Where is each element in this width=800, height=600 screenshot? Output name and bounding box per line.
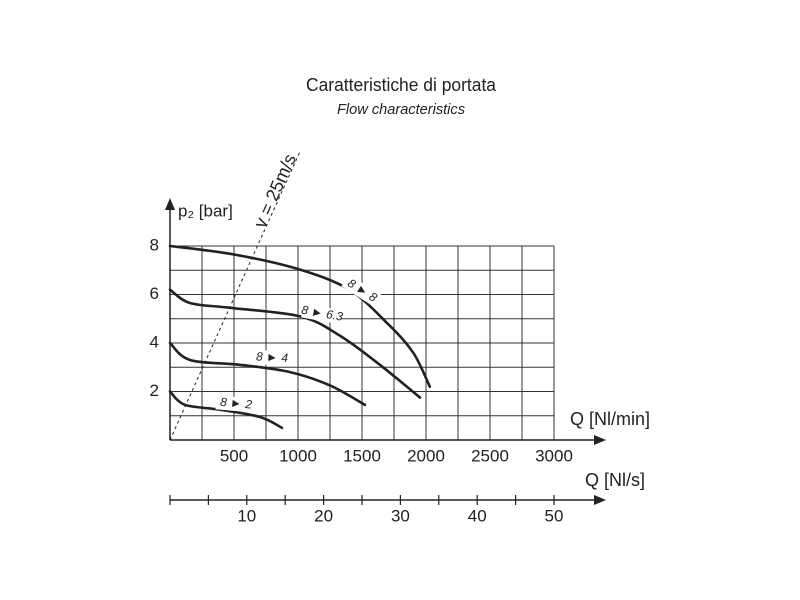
chart-subtitle: Flow characteristics	[337, 101, 465, 118]
curve-label-bg	[301, 303, 343, 325]
curve	[168, 390, 284, 430]
x-tick-label: 1500	[343, 446, 381, 465]
curve-label-bg	[341, 274, 383, 308]
curve	[168, 288, 422, 399]
y-tick-label: 2	[150, 381, 159, 400]
curve	[168, 341, 367, 407]
y-tick-label: 8	[150, 235, 159, 254]
x2-tick-label: 20	[314, 506, 333, 525]
x-axis-arrow	[594, 435, 606, 445]
x-axis-label: Q [Nl/min]	[570, 409, 650, 429]
curve-label: 8 ► 4	[256, 349, 289, 365]
x2-axis-label: Q [Nl/s]	[585, 470, 645, 490]
reference-line	[169, 151, 301, 441]
reference-line-label: v = 25m/s	[250, 151, 300, 231]
x-tick-label: 2000	[407, 446, 445, 465]
y-tick-label: 6	[150, 284, 159, 303]
y-tick-label: 4	[150, 332, 159, 351]
x-tick-label: 500	[220, 446, 248, 465]
chart-title: Caratteristiche di portata	[306, 75, 497, 95]
x-tick-label: 1000	[279, 446, 317, 465]
y-axis-arrow	[165, 198, 175, 210]
x2-tick-label: 40	[468, 506, 487, 525]
x2-tick-label: 50	[545, 506, 564, 525]
curve-label-bg	[215, 395, 257, 413]
x2-tick-label: 10	[237, 506, 256, 525]
y-axis-label: p₂ [bar]	[178, 201, 233, 220]
curve-label: 8 ► 2	[220, 395, 253, 412]
x-tick-label: 3000	[535, 446, 573, 465]
x2-tick-label: 30	[391, 506, 410, 525]
x2-axis-arrow	[594, 495, 606, 505]
curve-label-bg	[251, 349, 293, 367]
x-tick-label: 2500	[471, 446, 509, 465]
